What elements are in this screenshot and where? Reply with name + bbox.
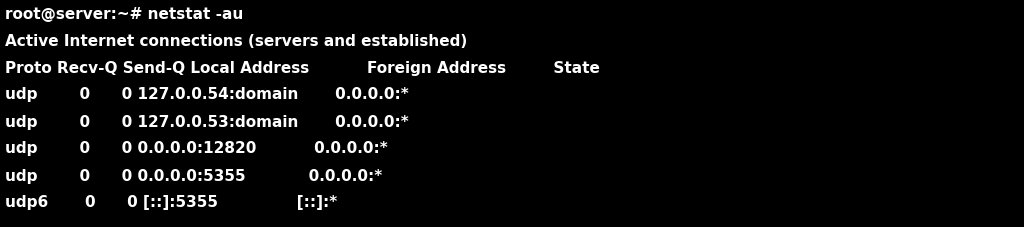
Text: udp6       0      0 [::]:5355               [::]:*: udp6 0 0 [::]:5355 [::]:*: [5, 195, 337, 210]
Text: Active Internet connections (servers and established): Active Internet connections (servers and…: [5, 33, 467, 48]
Text: root@server:~# netstat -au: root@server:~# netstat -au: [5, 7, 244, 21]
Text: udp        0      0 127.0.0.54:domain       0.0.0.0:*: udp 0 0 127.0.0.54:domain 0.0.0.0:*: [5, 87, 409, 102]
Text: udp        0      0 0.0.0.0:5355            0.0.0.0:*: udp 0 0 0.0.0.0:5355 0.0.0.0:*: [5, 168, 382, 183]
Text: Proto Recv-Q Send-Q Local Address           Foreign Address         State: Proto Recv-Q Send-Q Local Address Foreig…: [5, 60, 600, 75]
Text: udp        0      0 0.0.0.0:12820           0.0.0.0:*: udp 0 0 0.0.0.0:12820 0.0.0.0:*: [5, 141, 388, 156]
Text: udp        0      0 127.0.0.53:domain       0.0.0.0:*: udp 0 0 127.0.0.53:domain 0.0.0.0:*: [5, 114, 409, 129]
